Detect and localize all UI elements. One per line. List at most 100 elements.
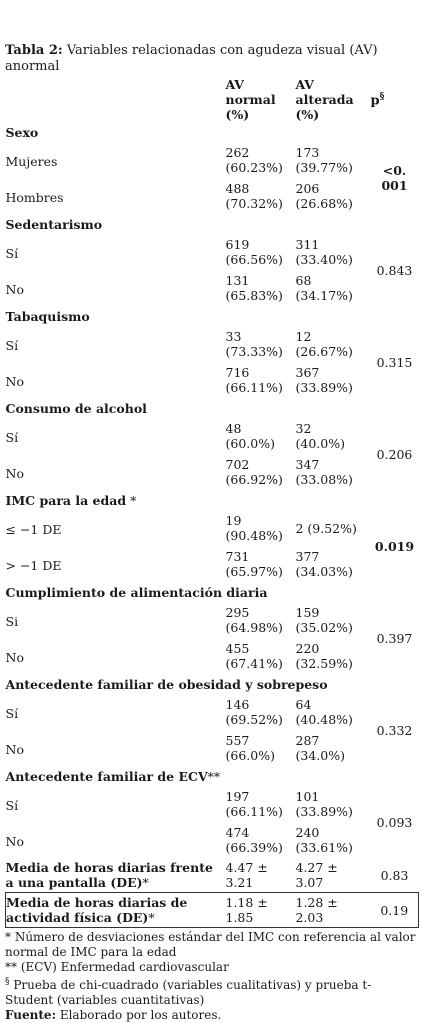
av-alterada-cell: 68 (34.17%)	[296, 270, 371, 306]
mean-label-line2: actividad física (DE)*	[6, 910, 226, 925]
mean-label-line2-text: a una pantalla (DE)	[5, 875, 143, 890]
note-imc: * Número de desviaciones estándar del IM…	[5, 930, 416, 959]
percent: (60.0%)	[225, 436, 275, 451]
row-label: No	[5, 465, 24, 481]
count: 262	[225, 145, 250, 160]
av-alterada-cell: 347 (33.08%)	[296, 454, 371, 490]
table-row: No 557 (66.0%) 287 (34.0%)	[6, 730, 419, 766]
count: 197	[225, 789, 250, 804]
mean-label-line2-text: actividad física (DE)	[6, 910, 149, 925]
row-label: No	[5, 373, 24, 389]
note-ecv: ** (ECV) Enfermedad cardiovascular	[5, 960, 229, 974]
section-header-row: Sexo	[6, 122, 419, 142]
percent: (39.77%)	[295, 160, 353, 175]
table-row: Si 295 (64.98%) 159 (35.02%) 0.397	[5, 602, 419, 646]
av-normal-cell: 19 (90.48%)	[226, 510, 296, 546]
av-alterada-cell: 173 (39.77%)	[296, 142, 371, 178]
count: 367	[295, 365, 320, 380]
mean-label-line1: Media de horas diarias de	[6, 895, 188, 910]
percent: (33.89%)	[295, 380, 353, 395]
p-value-cell: 0.315	[371, 326, 419, 398]
mean-label: Media de horas diarias frente a una panta…	[6, 858, 226, 893]
section-title: Consumo de alcohol	[6, 398, 371, 418]
row-label: Si	[5, 613, 19, 629]
percent: (70.32%)	[225, 196, 283, 211]
header-p-value: p§	[370, 92, 385, 109]
av-alterada-cell: 206 (26.68%)	[296, 178, 371, 214]
percent: (32.59%)	[295, 656, 353, 671]
percent: (66.11%)	[225, 804, 283, 819]
count: 19	[225, 513, 242, 528]
p-value-cell: 0.83	[380, 867, 409, 883]
p-value: 0.332	[376, 722, 413, 738]
count: 68	[295, 273, 312, 288]
count: 474	[225, 825, 250, 840]
section-title-suffix: *	[126, 492, 137, 508]
av-alterada-cell: 64 (40.48%)	[296, 694, 371, 730]
count: 702	[225, 457, 250, 472]
section-header-row: Antecedente familiar de obesidad y sobre…	[6, 674, 419, 694]
count: 33	[225, 329, 242, 344]
p-value: 0.843	[376, 262, 413, 278]
count: 48	[225, 421, 242, 436]
section-title: Cumplimiento de alimentación diaria	[6, 582, 371, 602]
count: 619	[225, 237, 250, 252]
table-row: Sí 48 (60.0%) 32 (40.0%) 0.206	[5, 418, 419, 462]
row-label: Sí	[5, 705, 19, 721]
count: 488	[225, 181, 250, 196]
av-alterada-cell: 220 (32.59%)	[296, 638, 371, 674]
count: 295	[225, 605, 250, 620]
av-normal-cell: 197 (66.11%)	[226, 786, 296, 822]
p-value-cell: 0.206	[371, 418, 419, 490]
percent: (66.92%)	[225, 472, 283, 487]
percent: (64.98%)	[225, 620, 283, 635]
percent: (40.0%)	[295, 436, 345, 451]
percent: (33.89%)	[295, 804, 353, 819]
table-row: Mujeres 262 (60.23%) 173 (39.77%) <0. 001	[5, 142, 419, 193]
count: 64	[295, 697, 312, 712]
row-label: Sí	[5, 429, 19, 445]
p-value-cell: 0.332	[371, 694, 419, 766]
av-normal-cell: 488 (70.32%)	[226, 178, 296, 214]
row-label: Mujeres	[5, 153, 58, 169]
percent: (40.48%)	[295, 712, 353, 727]
av-normal-cell: 33 (73.33%)	[226, 326, 296, 362]
count: 455	[225, 641, 250, 656]
row-label: Sí	[5, 797, 19, 813]
percent: (66.39%)	[225, 840, 283, 855]
percent: (33.40%)	[295, 252, 353, 267]
av-alterada-cell: 311 (33.40%)	[296, 234, 371, 270]
section-title-text: Sexo	[5, 124, 39, 140]
section-title: Sexo	[6, 122, 371, 142]
p-value-cell: 0.19	[370, 892, 419, 928]
table-row: Sí 619 (66.56%) 311 (33.40%) 0.843	[6, 234, 419, 278]
count: 311	[295, 237, 320, 252]
row-label: Sí	[5, 337, 19, 353]
av-normal-cell: 557 (66.0%)	[226, 730, 296, 766]
count: 287	[295, 733, 320, 748]
section-title-text: IMC para la edad	[5, 492, 127, 508]
mean-value: 4.47 ±	[225, 860, 268, 875]
av-normal-cell: 146 (69.52%)	[226, 694, 296, 730]
av-normal-cell: 48 (60.0%)	[226, 418, 296, 454]
av-alterada-cell: 12 (26.67%)	[296, 326, 371, 362]
header-row: AV normal (%) AV alterada (%) p§	[6, 77, 419, 122]
note-source: Fuente: Elaborado por los autores.	[5, 1008, 222, 1022]
mean-av-normal: 1.18 ±1.85	[225, 892, 296, 928]
section-title-text: Cumplimiento de alimentación diaria	[5, 584, 268, 600]
av-normal-cell: 619 (66.56%)	[226, 234, 296, 270]
p-value-cell: 0.397	[371, 602, 419, 674]
row-label: No	[5, 833, 24, 849]
mean-av-alterada: 4.27 ±3.07	[296, 858, 371, 893]
row-label: No	[5, 649, 24, 665]
mean-value: 1.28 ±	[295, 895, 338, 910]
count: 377	[295, 549, 320, 564]
av-alterada-cell: 32 (40.0%)	[296, 418, 371, 454]
sd-value: 2.03	[295, 910, 324, 925]
mean-label: Media de horas diarias de actividad físic…	[5, 892, 226, 928]
percent: (73.33%)	[225, 344, 283, 359]
section-header-row: Sedentarismo	[6, 214, 419, 234]
percent: (60.23%)	[225, 160, 283, 175]
mean-label-line2: a una pantalla (DE)*	[6, 875, 226, 890]
row-label: > −1 DE	[5, 557, 62, 573]
